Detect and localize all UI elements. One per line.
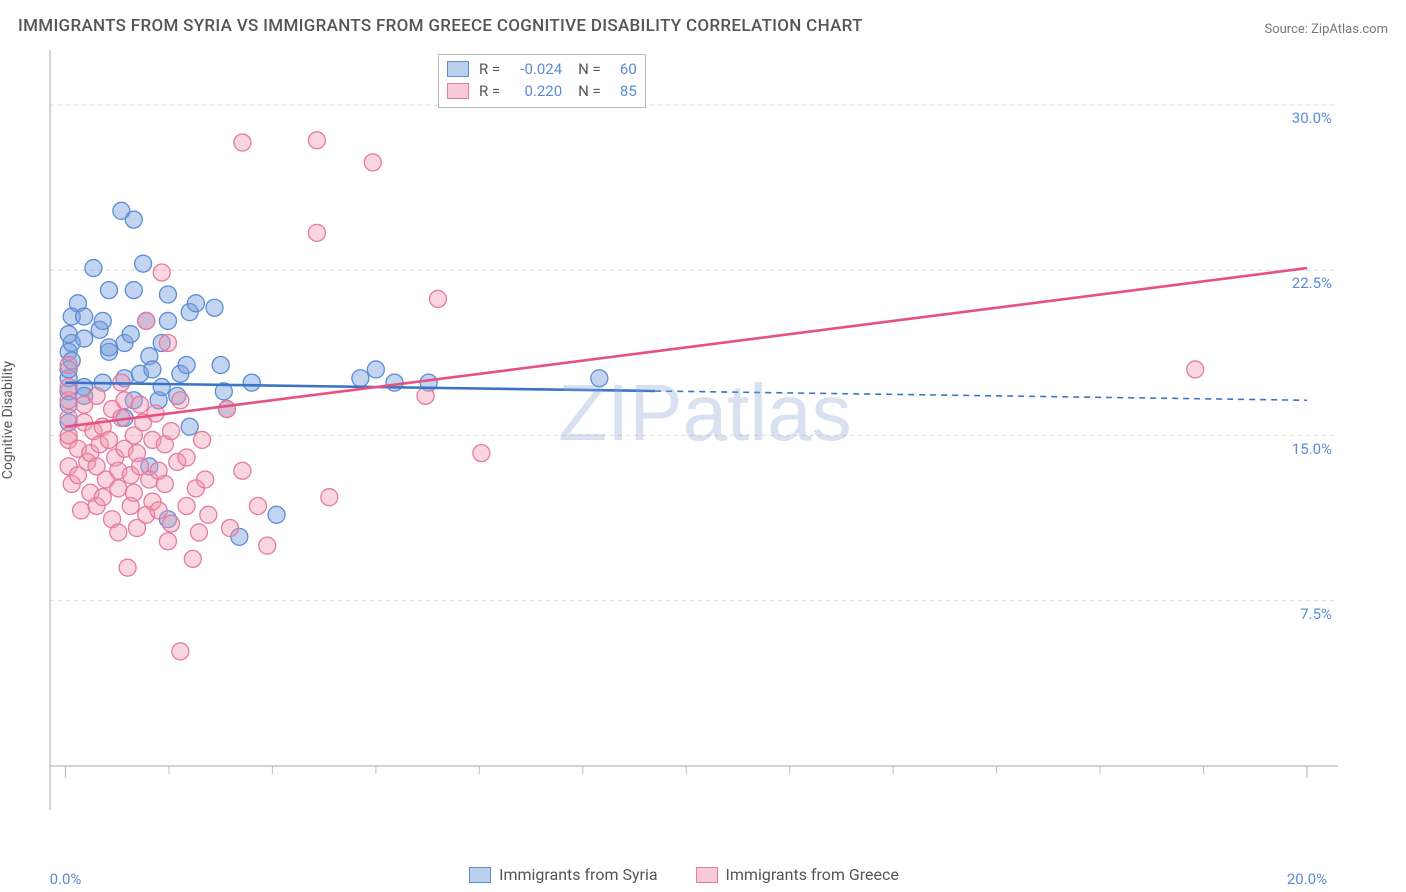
axis-layer	[50, 50, 1338, 810]
chart-title: IMMIGRANTS FROM SYRIA VS IMMIGRANTS FROM…	[18, 16, 863, 36]
y-tick-label: 15.0%	[1292, 440, 1332, 458]
source-label: Source: ZipAtlas.com	[1264, 22, 1388, 37]
legend-swatch	[469, 867, 491, 883]
legend-label: Immigrants from Syria	[499, 865, 657, 884]
legend-swatch	[696, 867, 718, 883]
legend-item-syria: Immigrants from Syria	[469, 865, 657, 884]
series-legend: Immigrants from Syria Immigrants from Gr…	[0, 865, 1368, 884]
y-axis-label: Cognitive Disability	[0, 361, 16, 479]
y-tick-label: 7.5%	[1300, 605, 1332, 623]
y-tick-label: 30.0%	[1292, 109, 1332, 127]
stat-legend: R =-0.024N =60R =0.220N =85	[438, 54, 646, 108]
y-tick-label: 22.5%	[1292, 274, 1332, 292]
legend-item-greece: Immigrants from Greece	[696, 865, 899, 884]
plot-area: ZIPatlas R =-0.024N =60R =0.220N =85 7.5…	[50, 50, 1338, 810]
legend-label: Immigrants from Greece	[726, 865, 899, 884]
